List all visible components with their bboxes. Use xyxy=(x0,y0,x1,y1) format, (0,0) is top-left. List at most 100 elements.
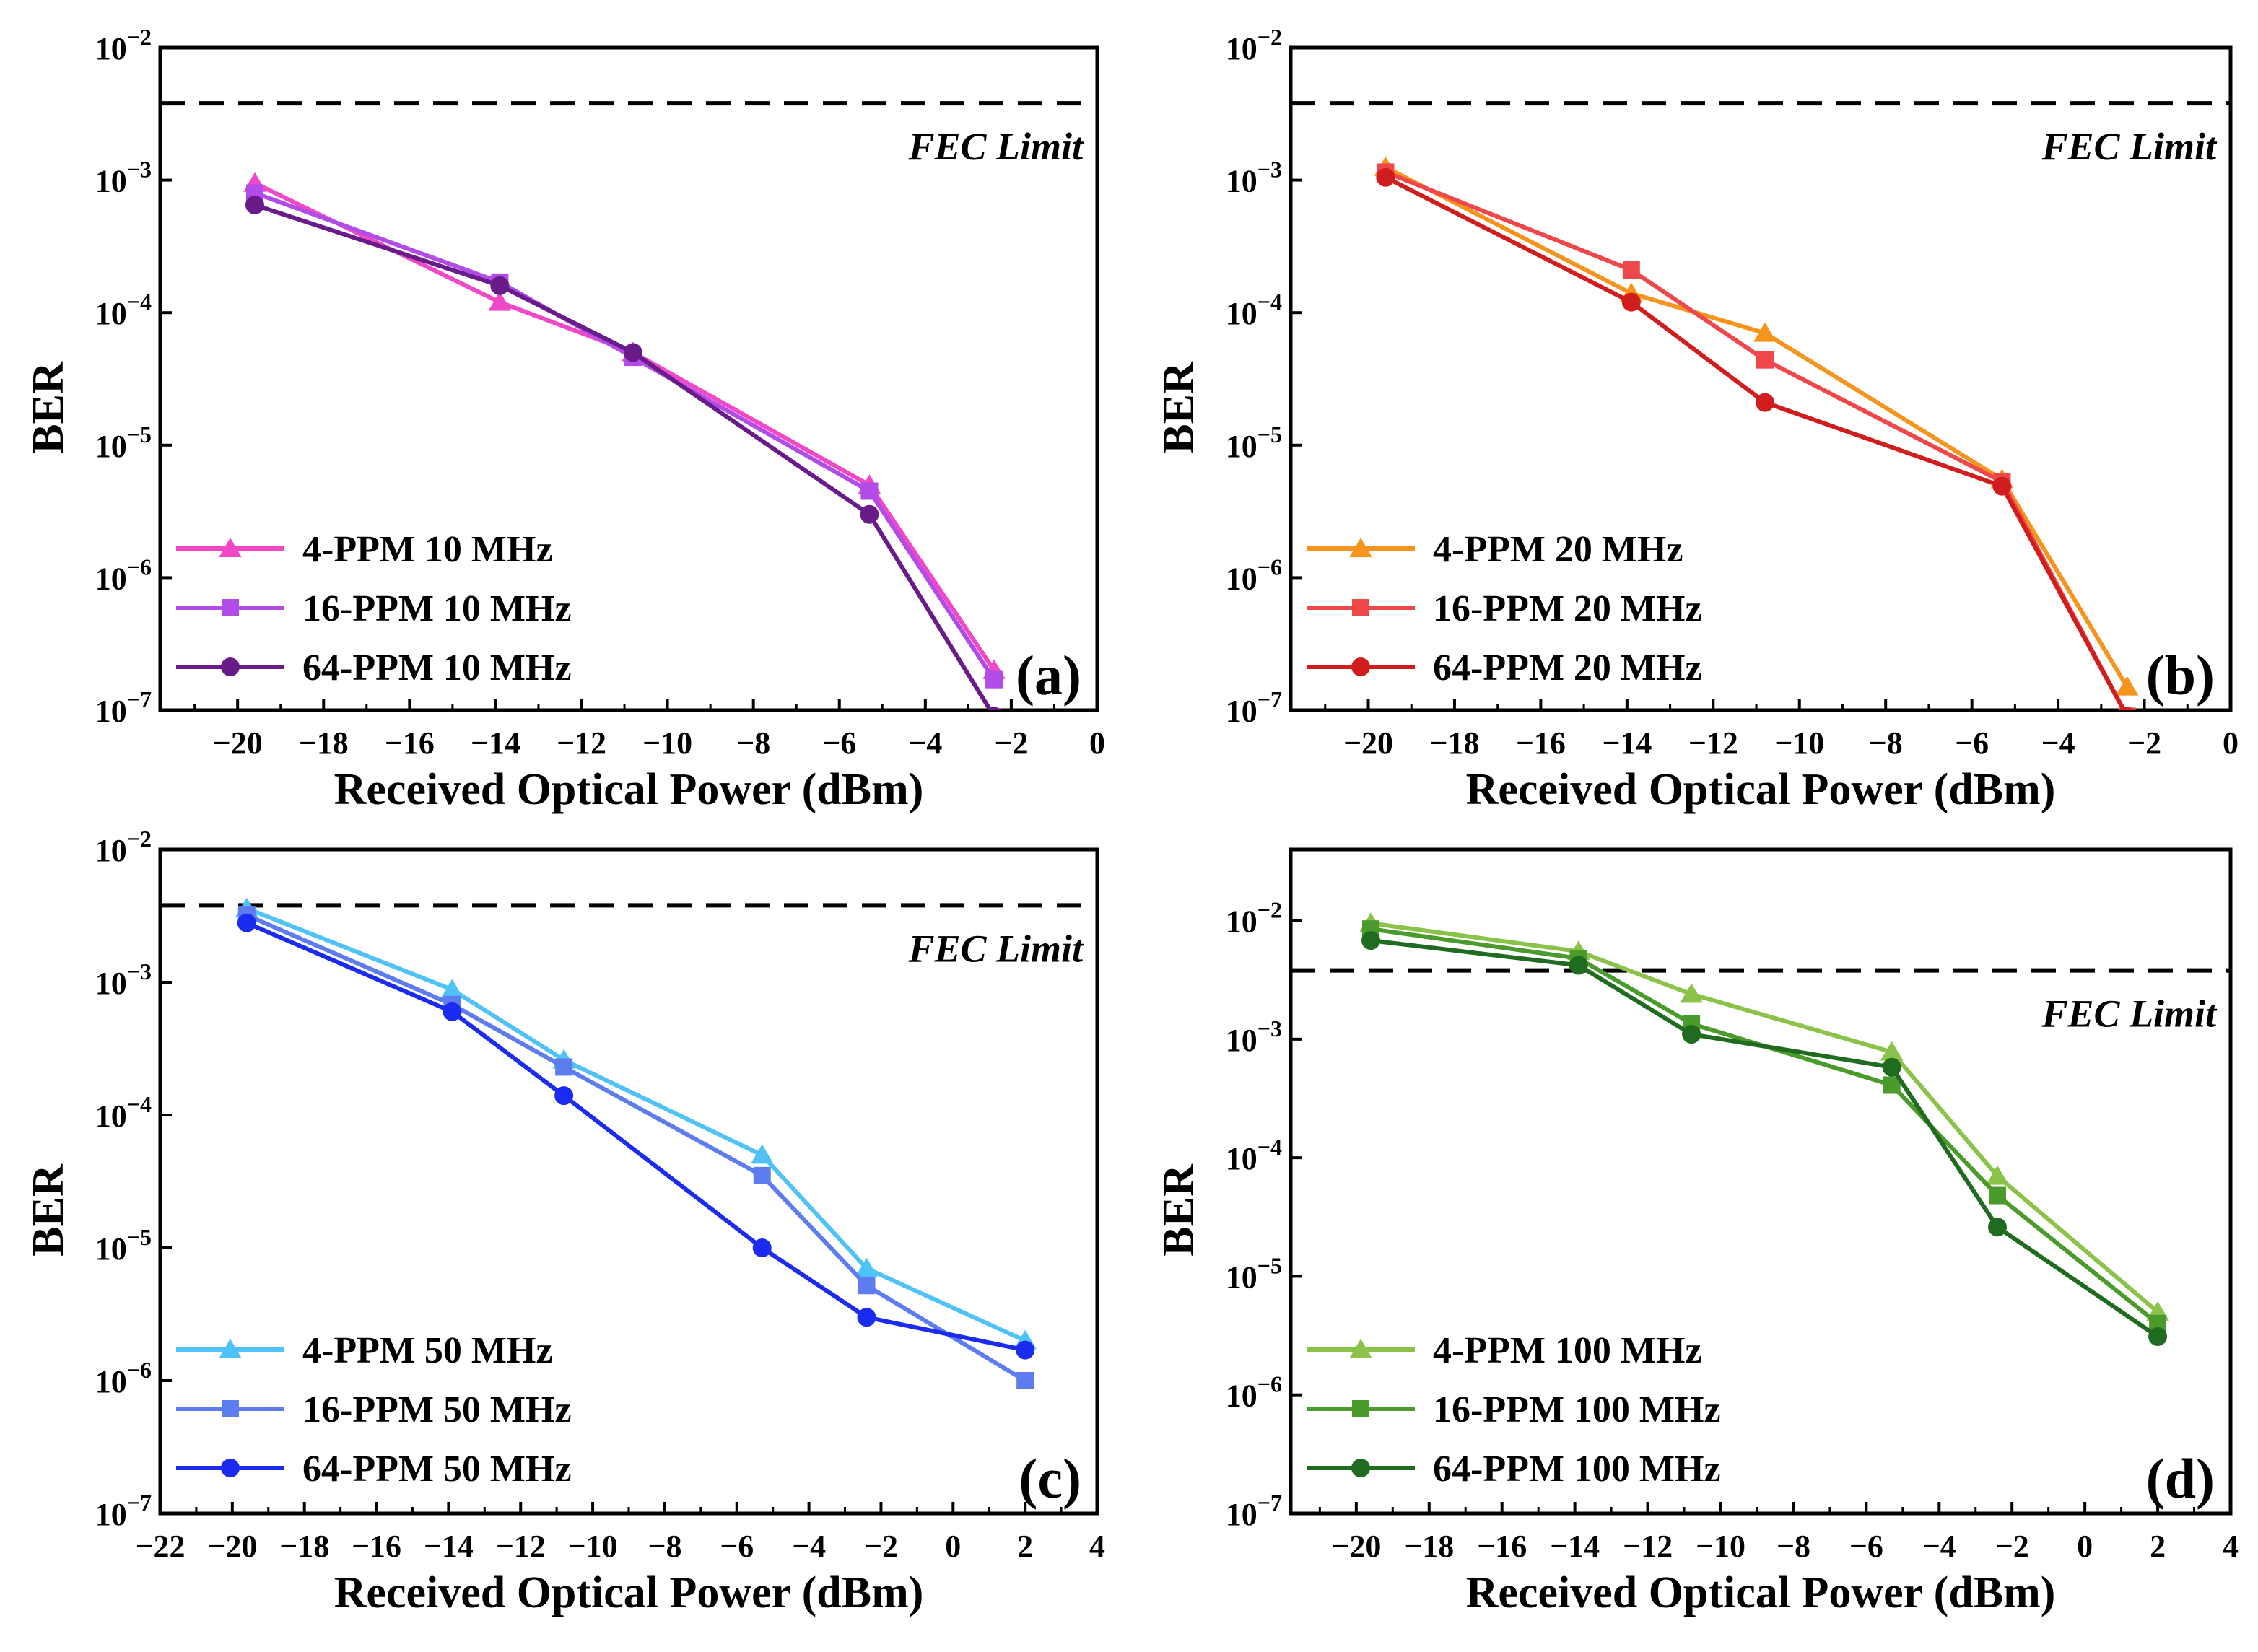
data-point xyxy=(623,343,642,362)
y-tick-label: 10−4 xyxy=(95,289,152,331)
x-tick-label: −8 xyxy=(1777,1529,1810,1564)
y-tick-label: 10−2 xyxy=(95,24,152,66)
x-tick-label: −14 xyxy=(424,1529,474,1564)
y-tick-label: 10−7 xyxy=(1226,1490,1282,1532)
fec-limit-label: FEC Limit xyxy=(2041,125,2218,168)
x-tick-label: 2 xyxy=(1017,1529,1033,1564)
legend-entry: 64-PPM 10 MHz xyxy=(302,647,572,689)
x-tick-label: −8 xyxy=(736,725,770,761)
series-line xyxy=(1370,938,2159,1339)
x-tick-label: −14 xyxy=(1550,1529,1600,1564)
legend-marker xyxy=(1349,1339,1372,1358)
x-tick-label: −16 xyxy=(352,1529,401,1564)
plot-frame xyxy=(158,45,1099,712)
panel-label: (b) xyxy=(2146,644,2215,707)
x-axis-title: Received Optical Power (dBm) xyxy=(334,765,924,814)
x-tick-label: −18 xyxy=(279,1529,329,1564)
y-tick-label: 10−3 xyxy=(1226,157,1282,199)
x-tick-label: −10 xyxy=(642,725,692,761)
x-tick-label: −20 xyxy=(207,1529,257,1564)
x-tick-label: 0 xyxy=(1089,725,1105,761)
panel-label: (c) xyxy=(1019,1447,1081,1510)
data-point xyxy=(1988,1218,2008,1237)
plot-frame xyxy=(158,847,1099,1516)
x-tick-label: −20 xyxy=(213,725,263,761)
legend-marker xyxy=(221,657,240,676)
legend-entry: 16-PPM 100 MHz xyxy=(1433,1389,1721,1430)
legend-entry: 64-PPM 100 MHz xyxy=(1433,1448,1721,1490)
data-point xyxy=(1755,393,1774,412)
plot-frame xyxy=(1289,847,2233,1516)
data-point xyxy=(1986,1165,2009,1185)
y-tick-label: 10−4 xyxy=(95,1091,152,1134)
x-tick-label: −14 xyxy=(471,725,520,761)
y-tick-label: 10−3 xyxy=(95,958,152,1001)
y-tick-label: 10−4 xyxy=(1226,1134,1282,1176)
y-tick-label: 10−2 xyxy=(95,826,152,868)
fec-limit-label: FEC Limit xyxy=(2041,992,2218,1036)
x-tick-label: −10 xyxy=(1696,1529,1745,1564)
data-point xyxy=(985,670,1003,689)
legend-entry: 4-PPM 50 MHz xyxy=(302,1330,553,1371)
y-tick-label: 10−6 xyxy=(95,1357,152,1399)
data-point xyxy=(750,1144,774,1164)
data-point xyxy=(1016,1340,1035,1360)
chart-panel: −20 −18 −16 −14 −12 −10 −8 −6 −4 −2 010−710−610−51… xyxy=(24,24,1105,814)
data-point xyxy=(488,291,512,311)
y-axis-title: BER xyxy=(24,361,73,454)
y-tick-label: 10−6 xyxy=(1226,554,1282,596)
data-point xyxy=(554,1086,574,1106)
data-point xyxy=(1016,1372,1034,1389)
data-point xyxy=(1882,1057,1901,1077)
series-line xyxy=(245,906,1026,1343)
x-tick-label: −6 xyxy=(1849,1529,1883,1564)
legend-entry: 4-PPM 20 MHz xyxy=(1433,529,1683,570)
legend-entry: 16-PPM 20 MHz xyxy=(1433,588,1702,629)
x-tick-label: −16 xyxy=(385,725,435,761)
x-tick-label: 4 xyxy=(2223,1529,2239,1564)
x-tick-label: −18 xyxy=(299,725,349,761)
legend-entry: 4-PPM 100 MHz xyxy=(1433,1330,1702,1371)
data-point xyxy=(855,1257,879,1277)
y-tick-label: 10−6 xyxy=(1226,1371,1282,1414)
data-point xyxy=(2115,676,2139,696)
y-tick-label: 10−4 xyxy=(1226,289,1282,331)
x-tick-label: −18 xyxy=(1404,1529,1454,1564)
x-tick-label: −2 xyxy=(994,725,1028,761)
y-tick-label: 10−7 xyxy=(95,1490,152,1532)
legend-entry: 4-PPM 10 MHz xyxy=(302,529,553,570)
y-tick-label: 10−3 xyxy=(95,157,152,199)
data-point xyxy=(1361,931,1381,950)
x-tick-label: −16 xyxy=(1477,1529,1527,1564)
x-tick-label: −4 xyxy=(792,1529,826,1564)
fec-limit-label: FEC Limit xyxy=(907,927,1084,970)
x-tick-label: −6 xyxy=(1955,725,1989,761)
data-layer xyxy=(1374,156,2139,710)
x-tick-label: −16 xyxy=(1516,725,1566,761)
x-tick-label: −12 xyxy=(557,725,606,761)
x-tick-label: −10 xyxy=(568,1529,618,1564)
series-line xyxy=(1370,921,2160,1314)
legend-entry: 64-PPM 20 MHz xyxy=(1433,647,1702,689)
data-layer xyxy=(1359,912,2169,1346)
x-tick-label: 0 xyxy=(945,1529,961,1564)
x-tick-label: −12 xyxy=(1688,725,1738,761)
x-tick-label: −4 xyxy=(908,725,942,761)
legend-marker xyxy=(1351,1459,1370,1477)
x-axis-title: Received Optical Power (dBm) xyxy=(334,1568,924,1617)
legend-marker xyxy=(219,1339,242,1358)
panel-label: (a) xyxy=(1016,644,1081,707)
data-point xyxy=(1992,476,2012,496)
legend-marker xyxy=(222,1400,239,1417)
y-tick-label: 10−3 xyxy=(1226,1015,1282,1058)
series-line xyxy=(254,203,993,710)
x-axis-title: Received Optical Power (dBm) xyxy=(1466,765,2056,814)
x-tick-label: −2 xyxy=(2127,725,2161,761)
legend-marker xyxy=(1352,599,1369,616)
data-layer xyxy=(243,172,1006,710)
x-tick-label: −20 xyxy=(1331,1529,1381,1564)
x-tick-label: −18 xyxy=(1429,725,1479,761)
data-point xyxy=(1376,167,1395,187)
x-tick-label: −6 xyxy=(822,725,856,761)
y-tick-label: 10−5 xyxy=(1226,421,1282,464)
